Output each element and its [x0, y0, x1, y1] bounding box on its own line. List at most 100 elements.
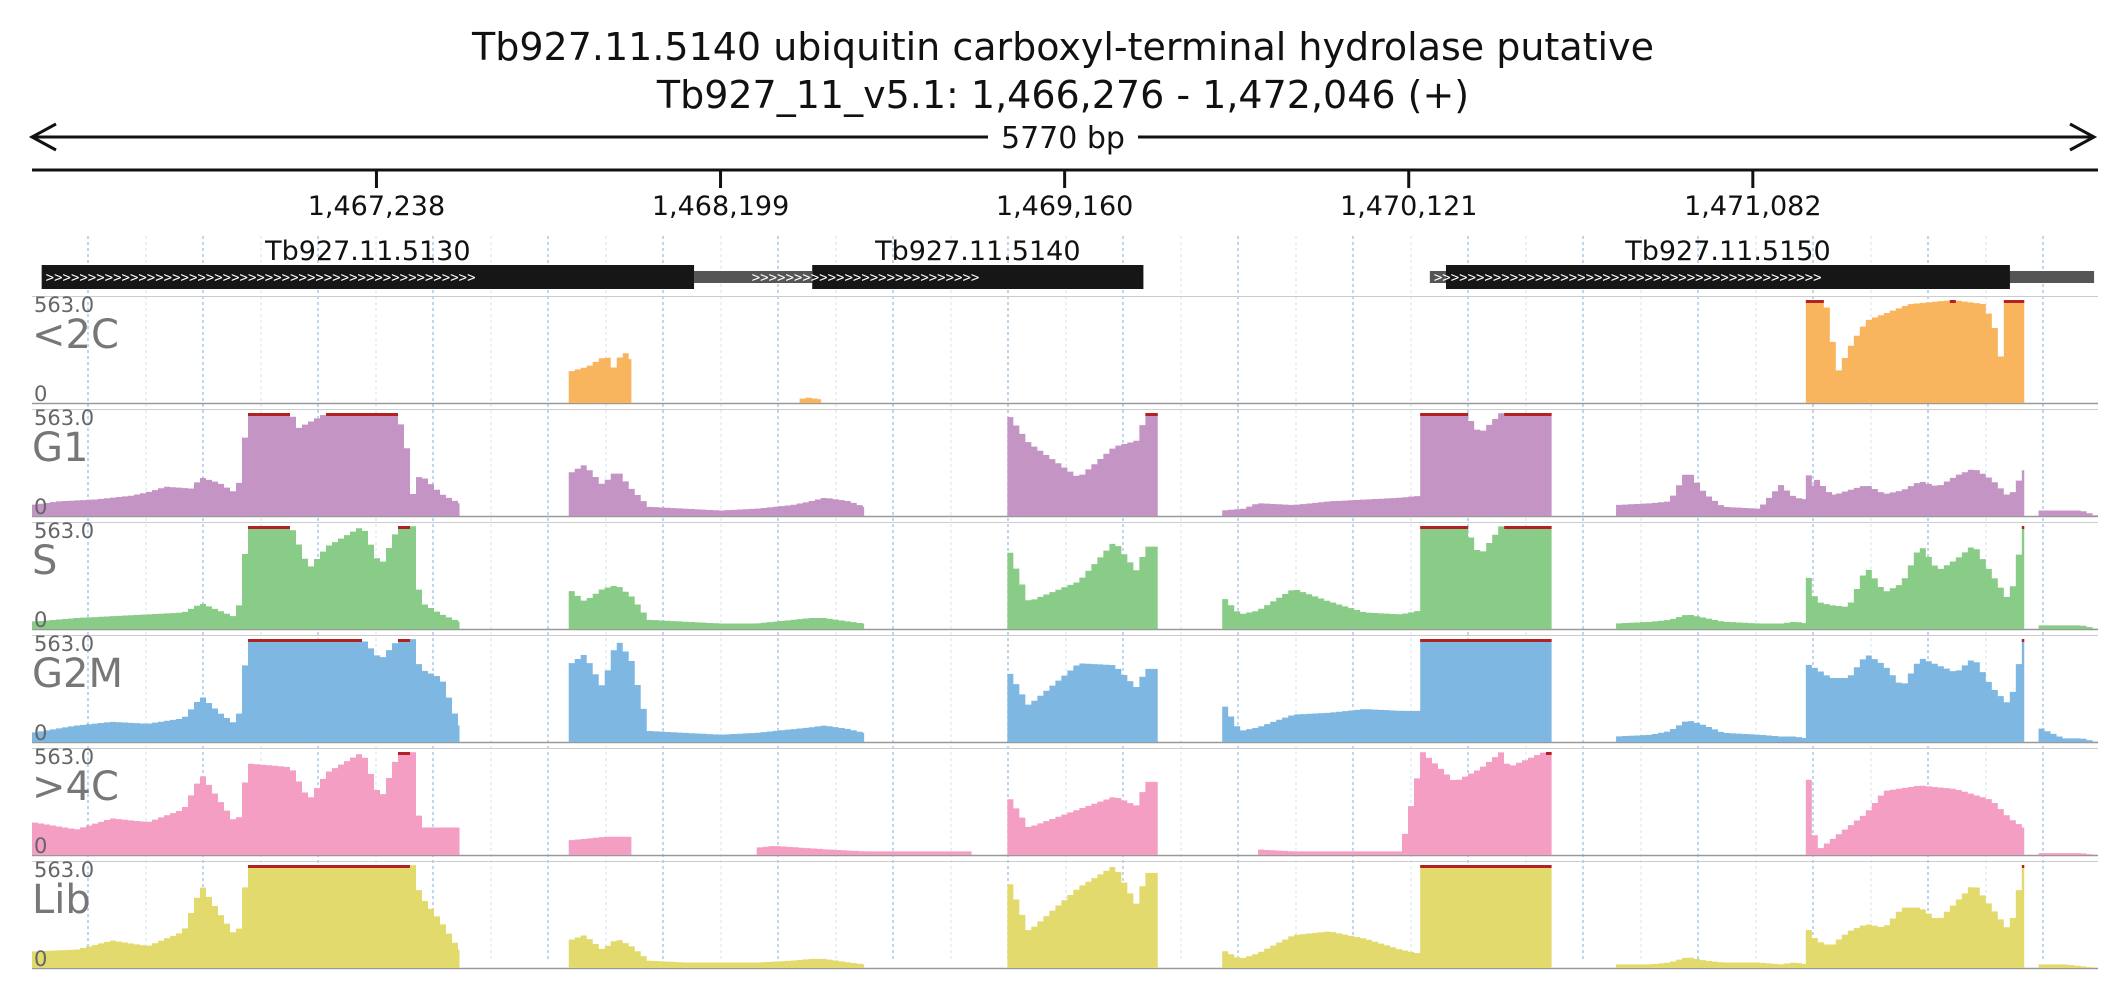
- coverage-area: [1805, 779, 2025, 855]
- track-max-label: 563.0: [34, 632, 94, 656]
- track-max-label: 563.0: [34, 293, 94, 317]
- track-min-label: 0: [34, 834, 47, 858]
- strand-chevron-icon: >>>>>>>>>>>>>>>>>>>>>>>>>>>: [752, 270, 980, 286]
- x-tick-label: 1,471,082: [1684, 191, 1821, 222]
- clip-marker: [1545, 752, 1552, 755]
- coverage-area: [799, 397, 822, 403]
- ruler-left-arrow-icon: [28, 122, 57, 152]
- coverage-area: [1805, 865, 2025, 968]
- track-min-label: 0: [34, 947, 47, 971]
- coverage-area: [1007, 867, 1158, 968]
- gene-cds: [1445, 265, 2010, 289]
- clip-marker: [2021, 526, 2025, 529]
- track-max-label: 563.0: [34, 745, 94, 769]
- gene-cds: [812, 265, 1144, 289]
- track-min-label: 0: [34, 382, 47, 406]
- x-tick-label: 1,468,199: [652, 191, 789, 222]
- coverage-area: [1222, 526, 1552, 629]
- strand-chevron-icon: >>>>>>>>>>>>>>>>>>>>>>>>>>>>>>>>>>>>>>>>…: [46, 270, 476, 286]
- chart-title: Tb927.11.5140 ubiquitin carboxyl-termina…: [471, 25, 1654, 69]
- track-name-label: >4C: [32, 764, 119, 810]
- coverage-area: [568, 836, 632, 855]
- track-name-label: Lib: [32, 877, 91, 923]
- coverage-area: [1007, 781, 1158, 855]
- coverage-area: [1007, 663, 1158, 742]
- clip-marker: [1420, 526, 1469, 529]
- coverage-area: [1007, 543, 1158, 629]
- clip-marker: [248, 413, 290, 416]
- clip-marker: [1420, 639, 1552, 642]
- track-4C: 563.0>4C 0: [32, 745, 2098, 858]
- coverage-area: [1805, 526, 2025, 629]
- coverage-area: [2038, 625, 2098, 629]
- ruler-length-label: 5770 bp: [1001, 121, 1125, 156]
- clip-marker: [326, 413, 398, 416]
- track-name-label: <2C: [32, 312, 119, 358]
- track-min-label: 0: [34, 495, 47, 519]
- track-max-label: 563.0: [34, 519, 94, 543]
- gene-track: >>>>>>>>>>>>>>>>>>>>>>>>>>>>>>>>>>>>>>>>…: [41, 236, 2095, 289]
- coverage-area: [1007, 413, 1158, 516]
- track-S: 563.0S 0: [32, 519, 2098, 632]
- coverage-area: [2038, 964, 2098, 968]
- clip-marker: [2003, 300, 2025, 303]
- clip-marker: [248, 865, 410, 868]
- coverage-area: [568, 465, 865, 516]
- coverage-area: [568, 935, 865, 968]
- coverage-area: [32, 752, 460, 855]
- gene-Tb927.11.5130[interactable]: >>>>>>>>>>>>>>>>>>>>>>>>>>>>>>>>>>>>>>>>…: [41, 236, 779, 289]
- coverage-area: [32, 413, 460, 516]
- clip-marker: [1420, 413, 1469, 416]
- track-max-label: 563.0: [34, 858, 94, 882]
- gene-Tb927.11.5140[interactable]: >>>>>>>>>>>>>>>>>>>>>>>>>>> Tb927.11.5140: [747, 236, 1144, 289]
- chart-subtitle: Tb927_11_v5.1: 1,466,276 - 1,472,046 (+): [656, 73, 1469, 117]
- clip-marker: [1805, 300, 1824, 303]
- x-tick-label: 1,469,160: [996, 191, 1133, 222]
- strand-chevron-icon: >>>>>>>>>>>>>>>>>>>>>>>>>>>>>>>>>>>>>>>>…: [1434, 270, 1822, 286]
- coverage-area: [2038, 510, 2098, 516]
- track-name-label: G2M: [32, 651, 123, 697]
- clip-marker: [248, 526, 290, 529]
- x-axis-ticks: 1,467,238 1,468,199 1,469,160 1,470,121 1,47…: [308, 170, 1822, 222]
- clip-marker: [1949, 300, 1956, 303]
- clip-marker: [398, 639, 410, 642]
- coverage-area: [1805, 300, 2025, 403]
- ruler: 5770 bp: [28, 118, 2098, 156]
- clip-marker: [1420, 865, 1552, 868]
- clip-marker: [248, 639, 362, 642]
- clip-marker: [398, 526, 410, 529]
- coverage-area: [568, 585, 865, 629]
- coverage-tracks: 563.0<2C0563.0G10563.0S0563.0G2M0563.0>4…: [32, 293, 2098, 971]
- coverage-area: [32, 865, 460, 968]
- track-max-label: 563.0: [34, 406, 94, 430]
- clip-marker: [1504, 526, 1552, 529]
- clip-marker: [1504, 413, 1552, 416]
- gene-label: Tb927.11.5150: [1624, 236, 1830, 267]
- gene-label: Tb927.11.5130: [264, 236, 470, 267]
- ruler-label-bg: [988, 118, 1138, 156]
- coverage-area: [32, 526, 460, 629]
- coverage-area: [1222, 639, 1552, 742]
- coverage-area: [1616, 721, 1957, 742]
- coverage-area: [2038, 728, 2098, 742]
- coverage-area: [568, 353, 632, 403]
- track-2Clt2c: 563.0<2C 0: [32, 293, 2098, 406]
- clip-marker: [2021, 639, 2025, 642]
- coverage-area: [1222, 413, 1552, 516]
- coverage-area: [1805, 469, 2025, 516]
- coverage-area: [756, 846, 972, 855]
- coverage-area: [568, 642, 865, 742]
- coverage-area: [1222, 865, 1552, 968]
- gene-cds: [41, 265, 695, 289]
- ruler-right-arrow-icon: [2069, 122, 2098, 152]
- clip-marker: [398, 752, 410, 755]
- track-name-label: S: [32, 538, 57, 584]
- clip-marker: [2021, 865, 2025, 868]
- track-min-label: 0: [34, 608, 47, 632]
- gene-Tb927.11.5150[interactable]: >>>>>>>>>>>>>>>>>>>>>>>>>>>>>>>>>>>>>>>>…: [1429, 236, 2095, 289]
- gene-label: Tb927.11.5140: [874, 236, 1080, 267]
- coverage-area: [2038, 853, 2098, 855]
